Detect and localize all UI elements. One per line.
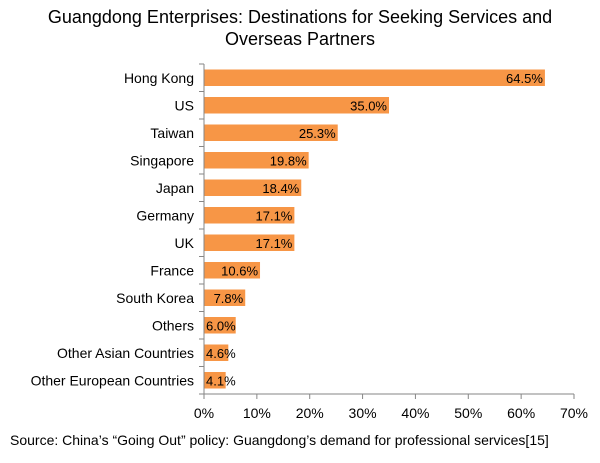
category-label-0: Hong Kong — [124, 70, 194, 86]
data-label-4: 18.4% — [262, 181, 299, 196]
category-label-3: Singapore — [130, 152, 194, 168]
x-tick-label-7: 70% — [560, 405, 588, 421]
data-label-10: 4.6% — [206, 346, 236, 361]
x-tick-label-6: 60% — [507, 405, 535, 421]
category-label-11: Other European Countries — [31, 372, 194, 388]
bar-6 — [204, 234, 295, 251]
bar-5 — [204, 207, 295, 224]
data-label-7: 10.6% — [221, 263, 258, 278]
x-tick-label-3: 30% — [349, 405, 377, 421]
data-label-1: 35.0% — [350, 98, 387, 113]
x-tick-label-4: 40% — [401, 405, 429, 421]
category-label-10: Other Asian Countries — [57, 345, 194, 361]
bar-1 — [204, 97, 389, 114]
x-tick-label-0: 0% — [194, 405, 214, 421]
data-label-9: 6.0% — [206, 318, 236, 333]
category-label-5: Germany — [136, 207, 194, 223]
category-label-9: Others — [152, 317, 194, 333]
data-label-3: 19.8% — [270, 153, 307, 168]
data-label-6: 17.1% — [256, 236, 293, 251]
category-label-6: UK — [175, 235, 195, 251]
bar-7 — [204, 262, 261, 279]
data-label-2: 25.3% — [299, 126, 336, 141]
category-label-7: France — [150, 262, 194, 278]
category-label-2: Taiwan — [150, 125, 194, 141]
bar-2 — [204, 124, 338, 141]
category-label-8: South Korea — [116, 290, 194, 306]
chart-title: Guangdong Enterprises: Destinations for … — [0, 6, 600, 50]
chart-title-line-2: Overseas Partners — [224, 29, 376, 49]
bar-4 — [204, 179, 302, 196]
data-label-8: 7.8% — [214, 291, 244, 306]
x-tick-label-1: 10% — [243, 405, 271, 421]
data-label-0: 64.5% — [506, 71, 543, 86]
bar-11 — [204, 372, 226, 389]
bar-0 — [204, 69, 545, 86]
bar-3 — [204, 152, 309, 169]
bar-8 — [204, 289, 246, 306]
bar-9 — [204, 317, 236, 334]
data-label-5: 17.1% — [256, 208, 293, 223]
category-label-1: US — [175, 97, 194, 113]
bar-10 — [204, 344, 229, 361]
x-tick-label-2: 20% — [296, 405, 324, 421]
x-tick-label-5: 50% — [454, 405, 482, 421]
data-label-11: 4.1% — [206, 373, 236, 388]
source-note: Source: China’s “Going Out” policy: Guan… — [10, 432, 549, 448]
chart-title-line-1: Guangdong Enterprises: Destinations for … — [47, 7, 553, 27]
category-label-4: Japan — [156, 180, 194, 196]
